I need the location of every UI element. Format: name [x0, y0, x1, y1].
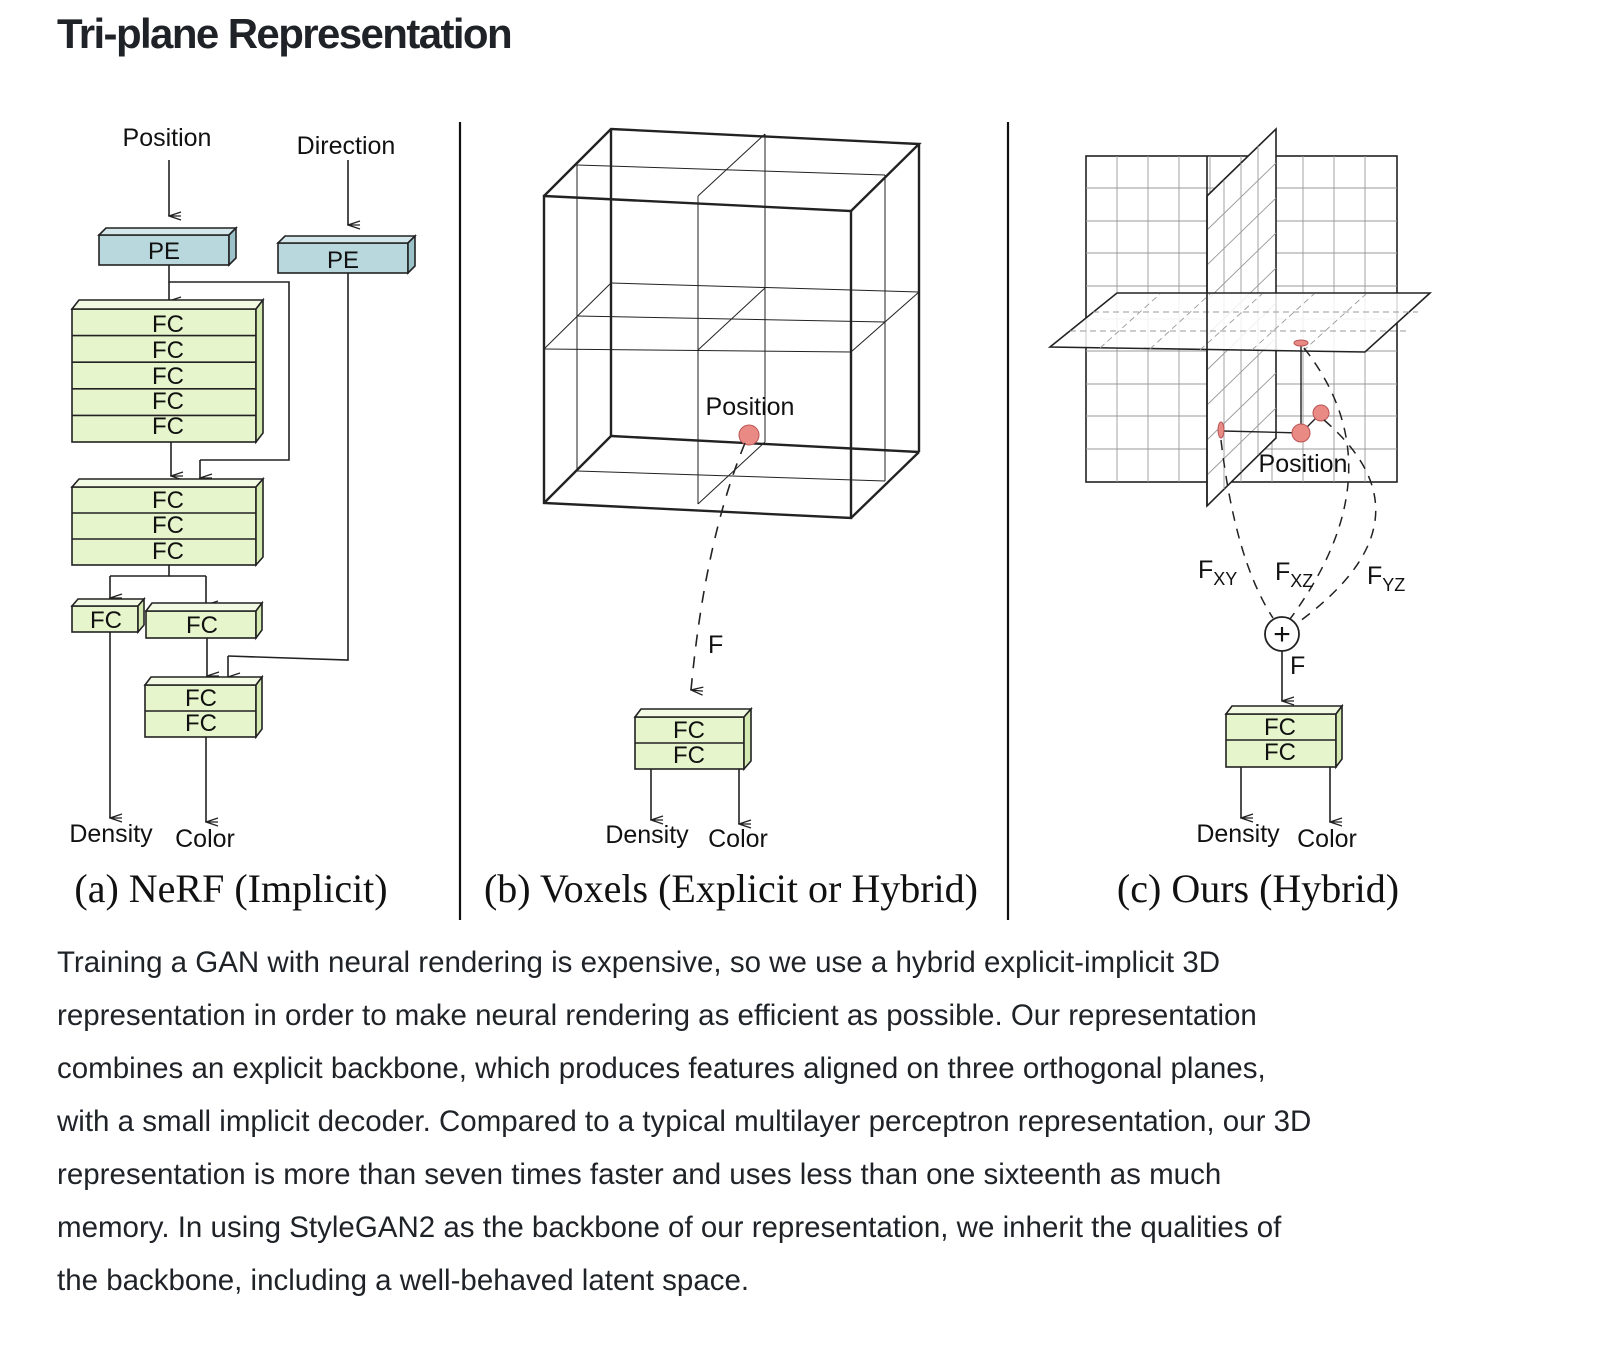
- feature-path-yz: [1295, 419, 1377, 625]
- paragraph-line: with a small implicit decoder. Compared …: [57, 1105, 1312, 1138]
- plane-xz: [1047, 292, 1433, 353]
- direction-line: [227, 273, 349, 661]
- paragraph-line: Training a GAN with neural rendering is …: [57, 946, 1221, 979]
- fc-label: FC: [152, 538, 184, 565]
- position-label: Position: [1259, 450, 1348, 478]
- projection-line: [1222, 430, 1302, 434]
- page-title: Tri-plane Representation: [57, 10, 513, 57]
- fc-label: FC: [185, 710, 217, 737]
- pe-label: PE: [148, 238, 180, 265]
- feature-path: [691, 442, 746, 690]
- fxy-main: F: [1198, 556, 1213, 584]
- fyz-label: FYZ: [1367, 562, 1405, 595]
- output-color-label: Color: [708, 825, 768, 853]
- fc-final-stack: FC FC: [143, 674, 264, 740]
- fc-label: FC: [152, 363, 184, 390]
- fxz-label: FXZ: [1275, 558, 1313, 591]
- fc-label: FC: [185, 685, 217, 712]
- fc-decoder-stack: FC FC: [633, 706, 753, 772]
- output-density-label: Density: [1196, 820, 1280, 848]
- fc-label: FC: [152, 311, 184, 338]
- fc-label: FC: [1264, 739, 1296, 766]
- projection-point-yz: [1312, 404, 1330, 422]
- fc-stack-1: FC FC FC FC FC: [70, 297, 265, 445]
- fc-stack-2: FC FC FC: [70, 476, 265, 568]
- fc-density-block: FC: [70, 596, 146, 635]
- fc-label: FC: [152, 337, 184, 364]
- fxy-label: FXY: [1198, 556, 1237, 589]
- paragraph-line: memory. In using StyleGAN2 as the backbo…: [57, 1211, 1282, 1244]
- output-density-label: Density: [605, 821, 689, 849]
- fc-label: FC: [90, 607, 122, 634]
- split-line: [110, 565, 170, 577]
- fxz-main: F: [1275, 558, 1290, 586]
- tri-plane-figure: Position Direction PE PE: [69, 122, 1433, 920]
- fxy-subscript: XY: [1213, 569, 1237, 589]
- pe-block-position: PE: [97, 226, 238, 267]
- paragraph-line: the backbone, including a well-behaved l…: [57, 1264, 750, 1297]
- description-paragraph: Training a GAN with neural rendering is …: [57, 936, 1527, 1307]
- output-density-label: Density: [69, 820, 153, 848]
- sample-point: [738, 424, 760, 446]
- fc-label: FC: [152, 413, 184, 440]
- fc-decoder-stack: FC FC: [1224, 703, 1344, 770]
- fxz-subscript: XZ: [1290, 571, 1313, 591]
- pe-block-direction: PE: [276, 234, 417, 275]
- feature-path-xz: [1289, 347, 1350, 620]
- output-color-label: Color: [1297, 825, 1357, 853]
- fyz-subscript: YZ: [1382, 575, 1405, 595]
- fc-label: FC: [673, 742, 705, 769]
- position-label: Position: [706, 393, 795, 421]
- paragraph-line: representation is more than seven times …: [57, 1158, 1222, 1191]
- voxel-cube: [542, 127, 922, 520]
- paragraph-line: representation in order to make neural r…: [57, 999, 1257, 1032]
- fc-label: FC: [186, 612, 218, 639]
- output-color-label: Color: [175, 825, 235, 853]
- input-position-label: Position: [123, 124, 212, 152]
- panel-b-voxels: Position F FC FC Density Color (b) Voxel…: [484, 127, 978, 911]
- fc-label: FC: [1264, 714, 1296, 741]
- input-direction-label: Direction: [297, 132, 396, 160]
- fc-label: FC: [152, 388, 184, 415]
- panel-c-triplane: Position FXY FXZ FYZ + F FC FC Density C…: [1047, 127, 1433, 911]
- fc-label: FC: [673, 717, 705, 744]
- panel-b-caption: (b) Voxels (Explicit or Hybrid): [484, 866, 978, 911]
- panel-c-caption: (c) Ours (Hybrid): [1117, 866, 1399, 911]
- panel-a-nerf: Position Direction PE PE: [69, 124, 417, 911]
- feature-path-xy: [1220, 439, 1274, 619]
- projection-point-xy: [1217, 421, 1225, 439]
- voxel-grid: [543, 133, 920, 505]
- fc-label: FC: [152, 512, 184, 539]
- feature-label: F: [1290, 652, 1305, 680]
- pe-label: PE: [327, 247, 359, 274]
- projection-point-xz: [1293, 339, 1309, 347]
- sum-symbol: +: [1273, 618, 1291, 651]
- sample-point: [1291, 423, 1311, 443]
- feature-label: F: [708, 631, 723, 659]
- panel-a-caption: (a) NeRF (Implicit): [74, 866, 387, 911]
- fc-color-block: FC: [144, 600, 264, 641]
- fc-label: FC: [152, 487, 184, 514]
- fyz-main: F: [1367, 562, 1382, 590]
- paragraph-line: combines an explicit backbone, which pro…: [57, 1052, 1266, 1085]
- skip-connection-line: [168, 265, 290, 461]
